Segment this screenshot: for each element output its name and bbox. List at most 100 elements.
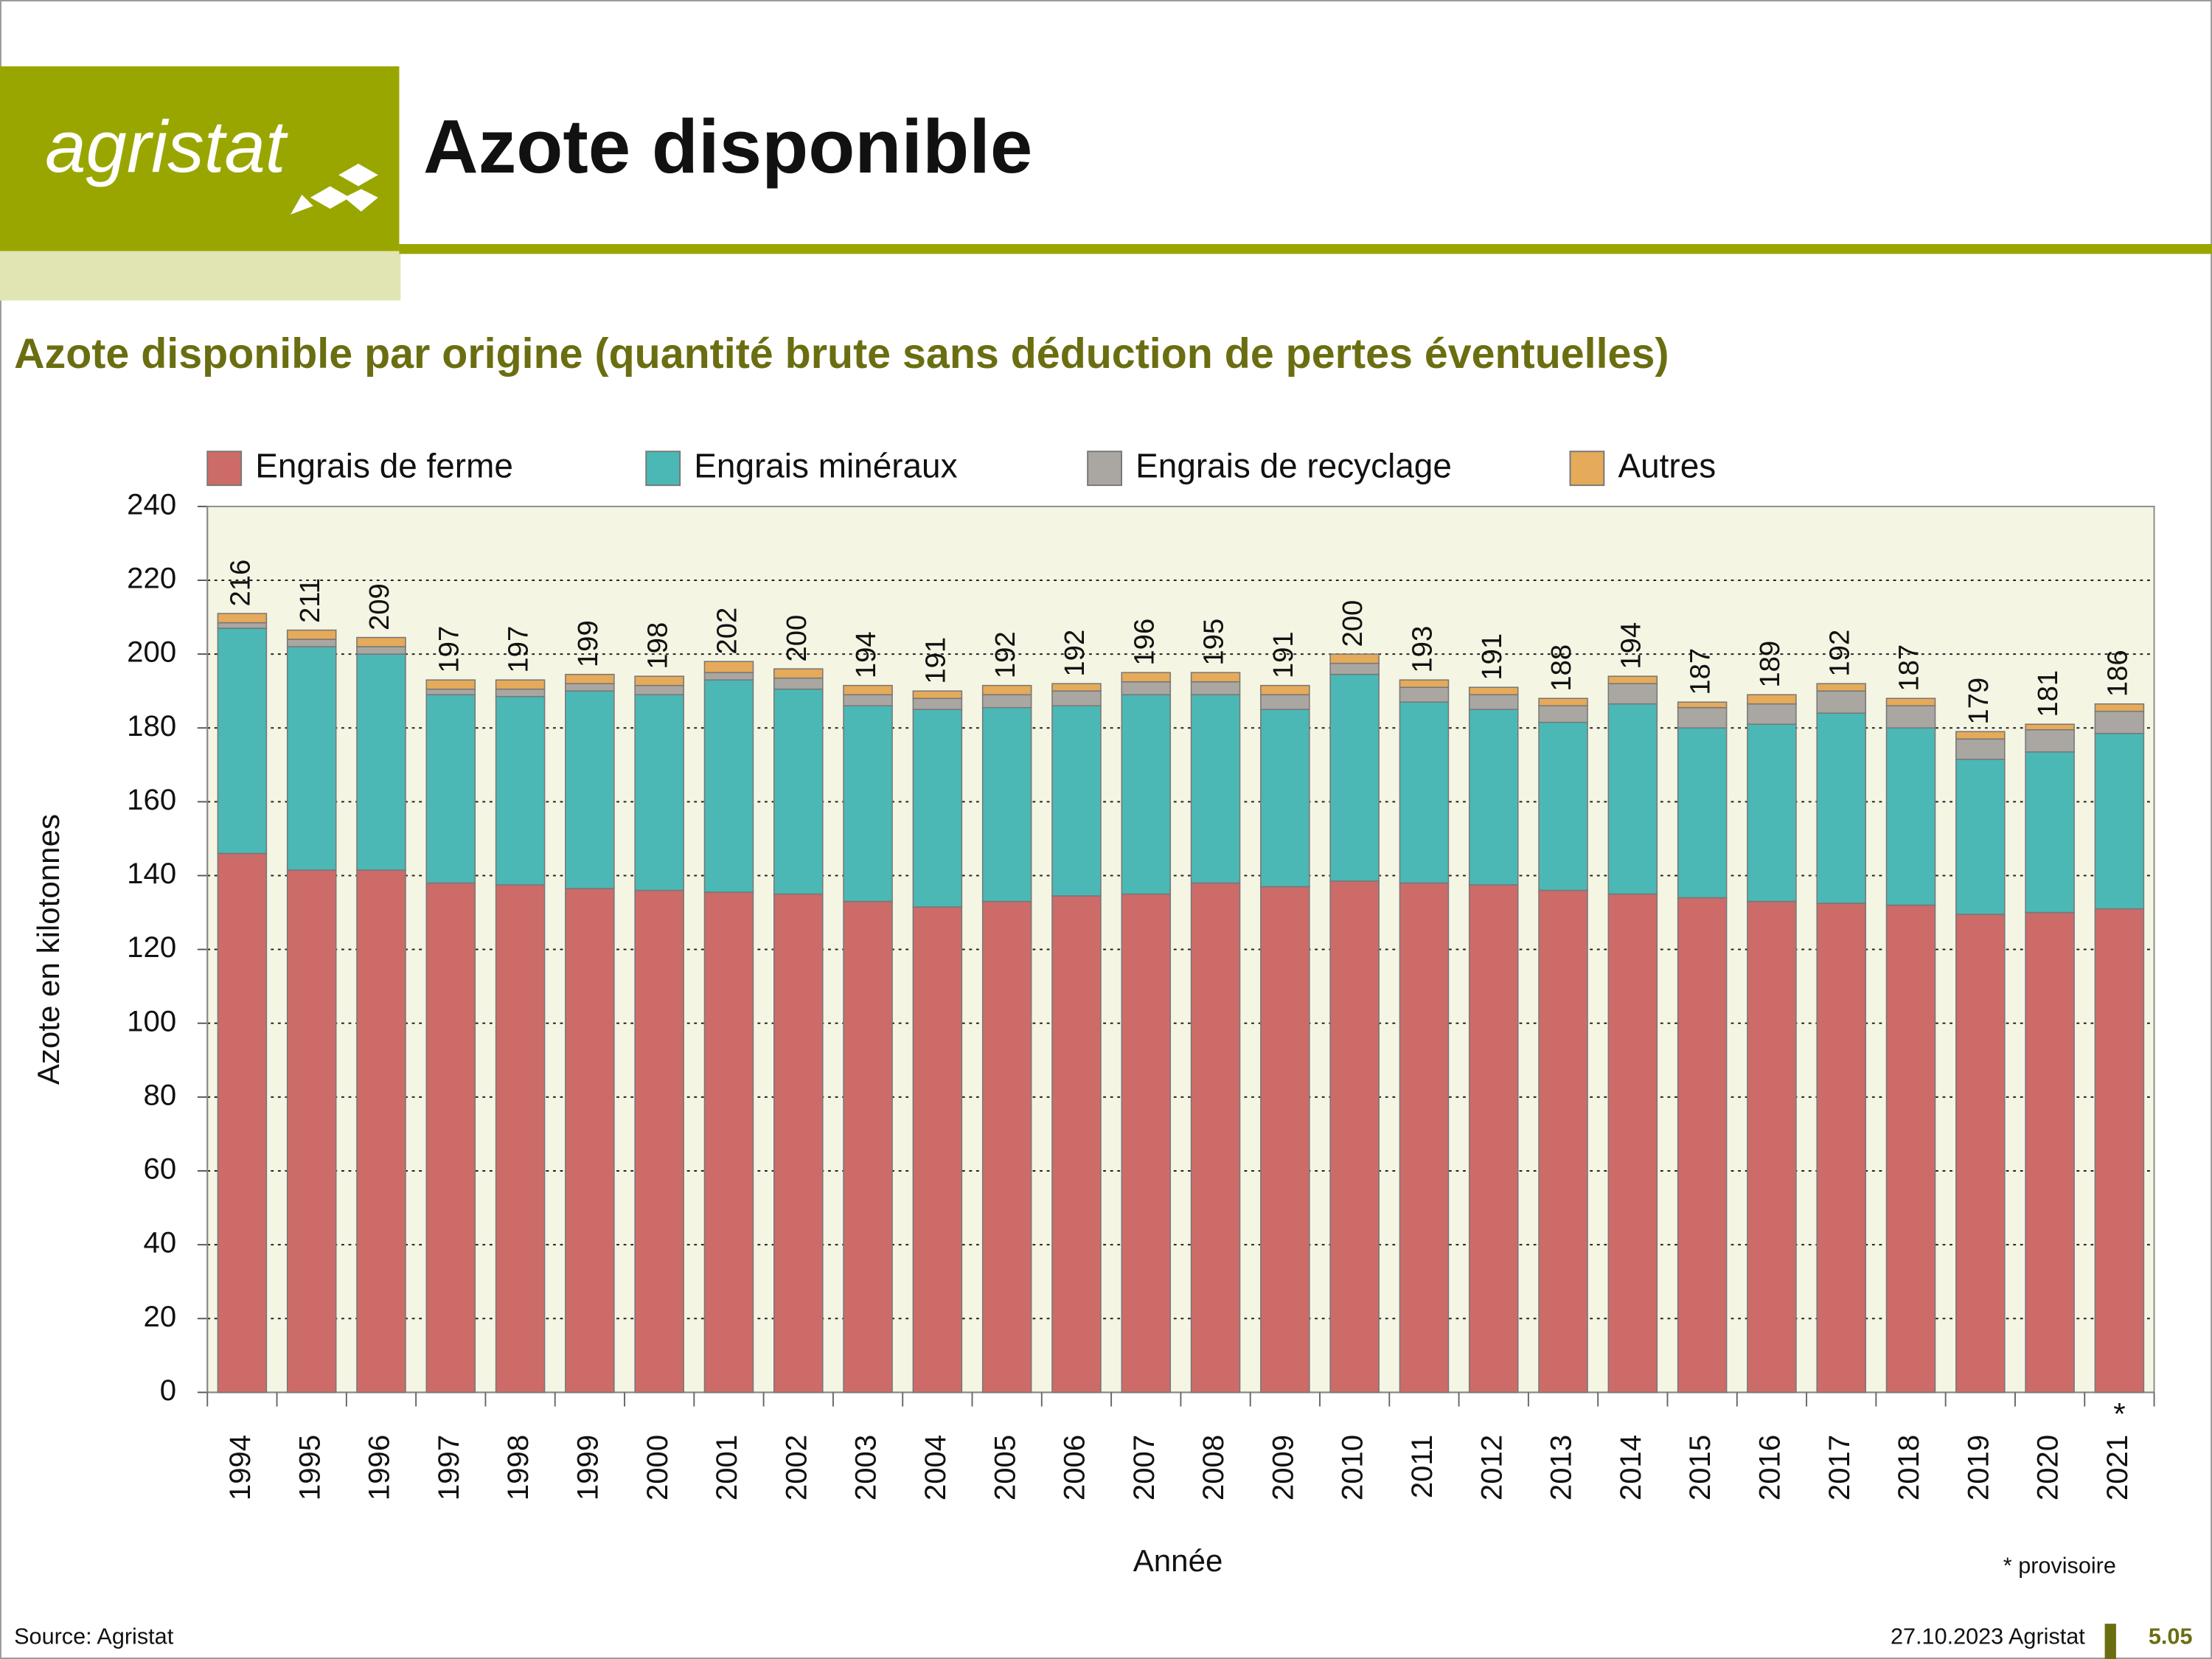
legend-swatch <box>645 451 681 487</box>
bar-segment <box>217 627 268 855</box>
plot: 0 20 40 60 80 100 120 140 160 180 200 220 240 Engrais… <box>127 446 2155 1500</box>
bar-segment <box>1190 672 1241 683</box>
bar-segment <box>773 688 824 895</box>
bar-segment <box>1121 694 1172 895</box>
y-tick-label: 160 <box>127 783 176 816</box>
bar-segment <box>1051 690 1102 706</box>
bar-segment <box>1051 683 1102 692</box>
bar-segment <box>1816 902 1866 1394</box>
bar-segment <box>356 869 406 1394</box>
footnote: * provisoire <box>2003 1554 2116 1579</box>
bar-segment <box>286 639 337 647</box>
x-tick-label: 2001 <box>710 1435 743 1500</box>
page-number: 5.05 <box>2149 1624 2193 1649</box>
bar-segment <box>703 661 754 673</box>
bar-segment <box>1607 703 1658 895</box>
bar-segment <box>912 906 963 1394</box>
bar-segment <box>286 646 337 871</box>
total-label: 181 <box>2032 670 2064 717</box>
x-tick-label: 2021 <box>2101 1435 2134 1500</box>
footer-date: 27.10.2023 Agristat <box>1891 1624 2085 1649</box>
total-label: 188 <box>1545 644 1577 692</box>
bar-segment <box>981 706 1032 902</box>
bar-segment <box>1885 727 1936 906</box>
bar-segment <box>912 690 963 699</box>
chart-title: Azote disponible par origine (quantité b… <box>14 330 1669 378</box>
legend-label: Engrais de recyclage <box>1135 446 1452 484</box>
bar-segment <box>912 698 963 710</box>
x-tick-label: 1997 <box>432 1435 465 1500</box>
footer-bar <box>2104 1624 2116 1659</box>
total-label: 192 <box>1059 630 1091 677</box>
total-label: 193 <box>1407 626 1439 673</box>
bar-segment <box>356 636 406 647</box>
x-tick-label: 1999 <box>571 1435 604 1500</box>
bar-segment <box>843 684 893 695</box>
bar-segment <box>1399 701 1450 884</box>
x-tick-label: 2004 <box>919 1435 952 1500</box>
bar-segment <box>773 893 824 1394</box>
bar-segment <box>1329 662 1380 675</box>
bar-segment <box>1955 914 2006 1394</box>
bar-segment <box>1329 653 1380 664</box>
total-label: 199 <box>572 620 604 667</box>
y-tick-label: 0 <box>160 1374 176 1407</box>
bar-segment <box>1677 897 1728 1394</box>
logo-text: agristat <box>45 106 289 188</box>
bar-segment <box>1329 880 1380 1394</box>
legend-swatch <box>206 451 243 487</box>
bar-segment <box>703 679 754 893</box>
total-label: 202 <box>712 608 743 655</box>
x-tick-label: 2006 <box>1058 1435 1091 1500</box>
bar-segment <box>2025 723 2075 731</box>
bar-segment <box>217 613 268 624</box>
bar-segment <box>356 646 406 655</box>
x-tick-label: 1994 <box>223 1435 257 1500</box>
y-tick-label: 60 <box>143 1152 176 1186</box>
bar-segment <box>286 629 337 640</box>
x-tick-label: 2013 <box>1545 1435 1578 1500</box>
bar-segment <box>356 653 406 871</box>
bar-segment <box>912 709 963 908</box>
x-tick-label: 2015 <box>1683 1435 1717 1500</box>
bar-segment <box>217 852 268 1394</box>
x-tick-label: 2020 <box>2031 1435 2065 1500</box>
bar-segment <box>425 694 476 884</box>
bar-segment <box>1468 884 1519 1394</box>
bar-segment <box>565 690 615 889</box>
total-label: 200 <box>1337 600 1368 647</box>
x-tick-label: 2016 <box>1753 1435 1787 1500</box>
bar-segment <box>1051 705 1102 897</box>
bar-segment <box>495 884 546 1394</box>
bar-segment <box>703 672 754 681</box>
bar-segment <box>1260 694 1310 710</box>
y-tick-label: 100 <box>127 1004 176 1037</box>
total-label: 198 <box>641 622 673 669</box>
x-tick-label: 2017 <box>1823 1435 1856 1500</box>
x-tick-label: 1995 <box>293 1435 326 1500</box>
bar-segment <box>1399 679 1450 688</box>
x-tick-label: 2007 <box>1127 1435 1161 1500</box>
y-tick-label: 220 <box>127 562 176 595</box>
x-tick-label: 2002 <box>779 1435 813 1500</box>
total-label: 189 <box>1754 641 1786 688</box>
x-tick-label: 2011 <box>1405 1435 1439 1498</box>
y-tick-label: 240 <box>127 487 176 521</box>
total-label: 192 <box>990 631 1021 678</box>
y-tick-label: 200 <box>127 636 176 669</box>
total-label: 194 <box>850 631 882 678</box>
bar-segment <box>1816 683 1866 692</box>
x-tick-label: 2012 <box>1475 1435 1508 1500</box>
bar-segment <box>425 679 476 690</box>
y-axis-title: Azote en kilotonnes <box>31 814 66 1085</box>
y-tick-label: 140 <box>127 857 176 890</box>
x-tick-label: 2018 <box>1892 1435 1925 1500</box>
x-tick-label: 1996 <box>363 1435 396 1500</box>
total-label: 200 <box>781 615 813 662</box>
bar-segment <box>495 679 546 690</box>
bar-segment <box>1747 900 1797 1394</box>
bar-segment <box>286 869 337 1394</box>
bar-segment <box>2094 710 2145 734</box>
x-tick-label: 2010 <box>1336 1435 1369 1500</box>
annotation: * <box>2113 1397 2125 1431</box>
